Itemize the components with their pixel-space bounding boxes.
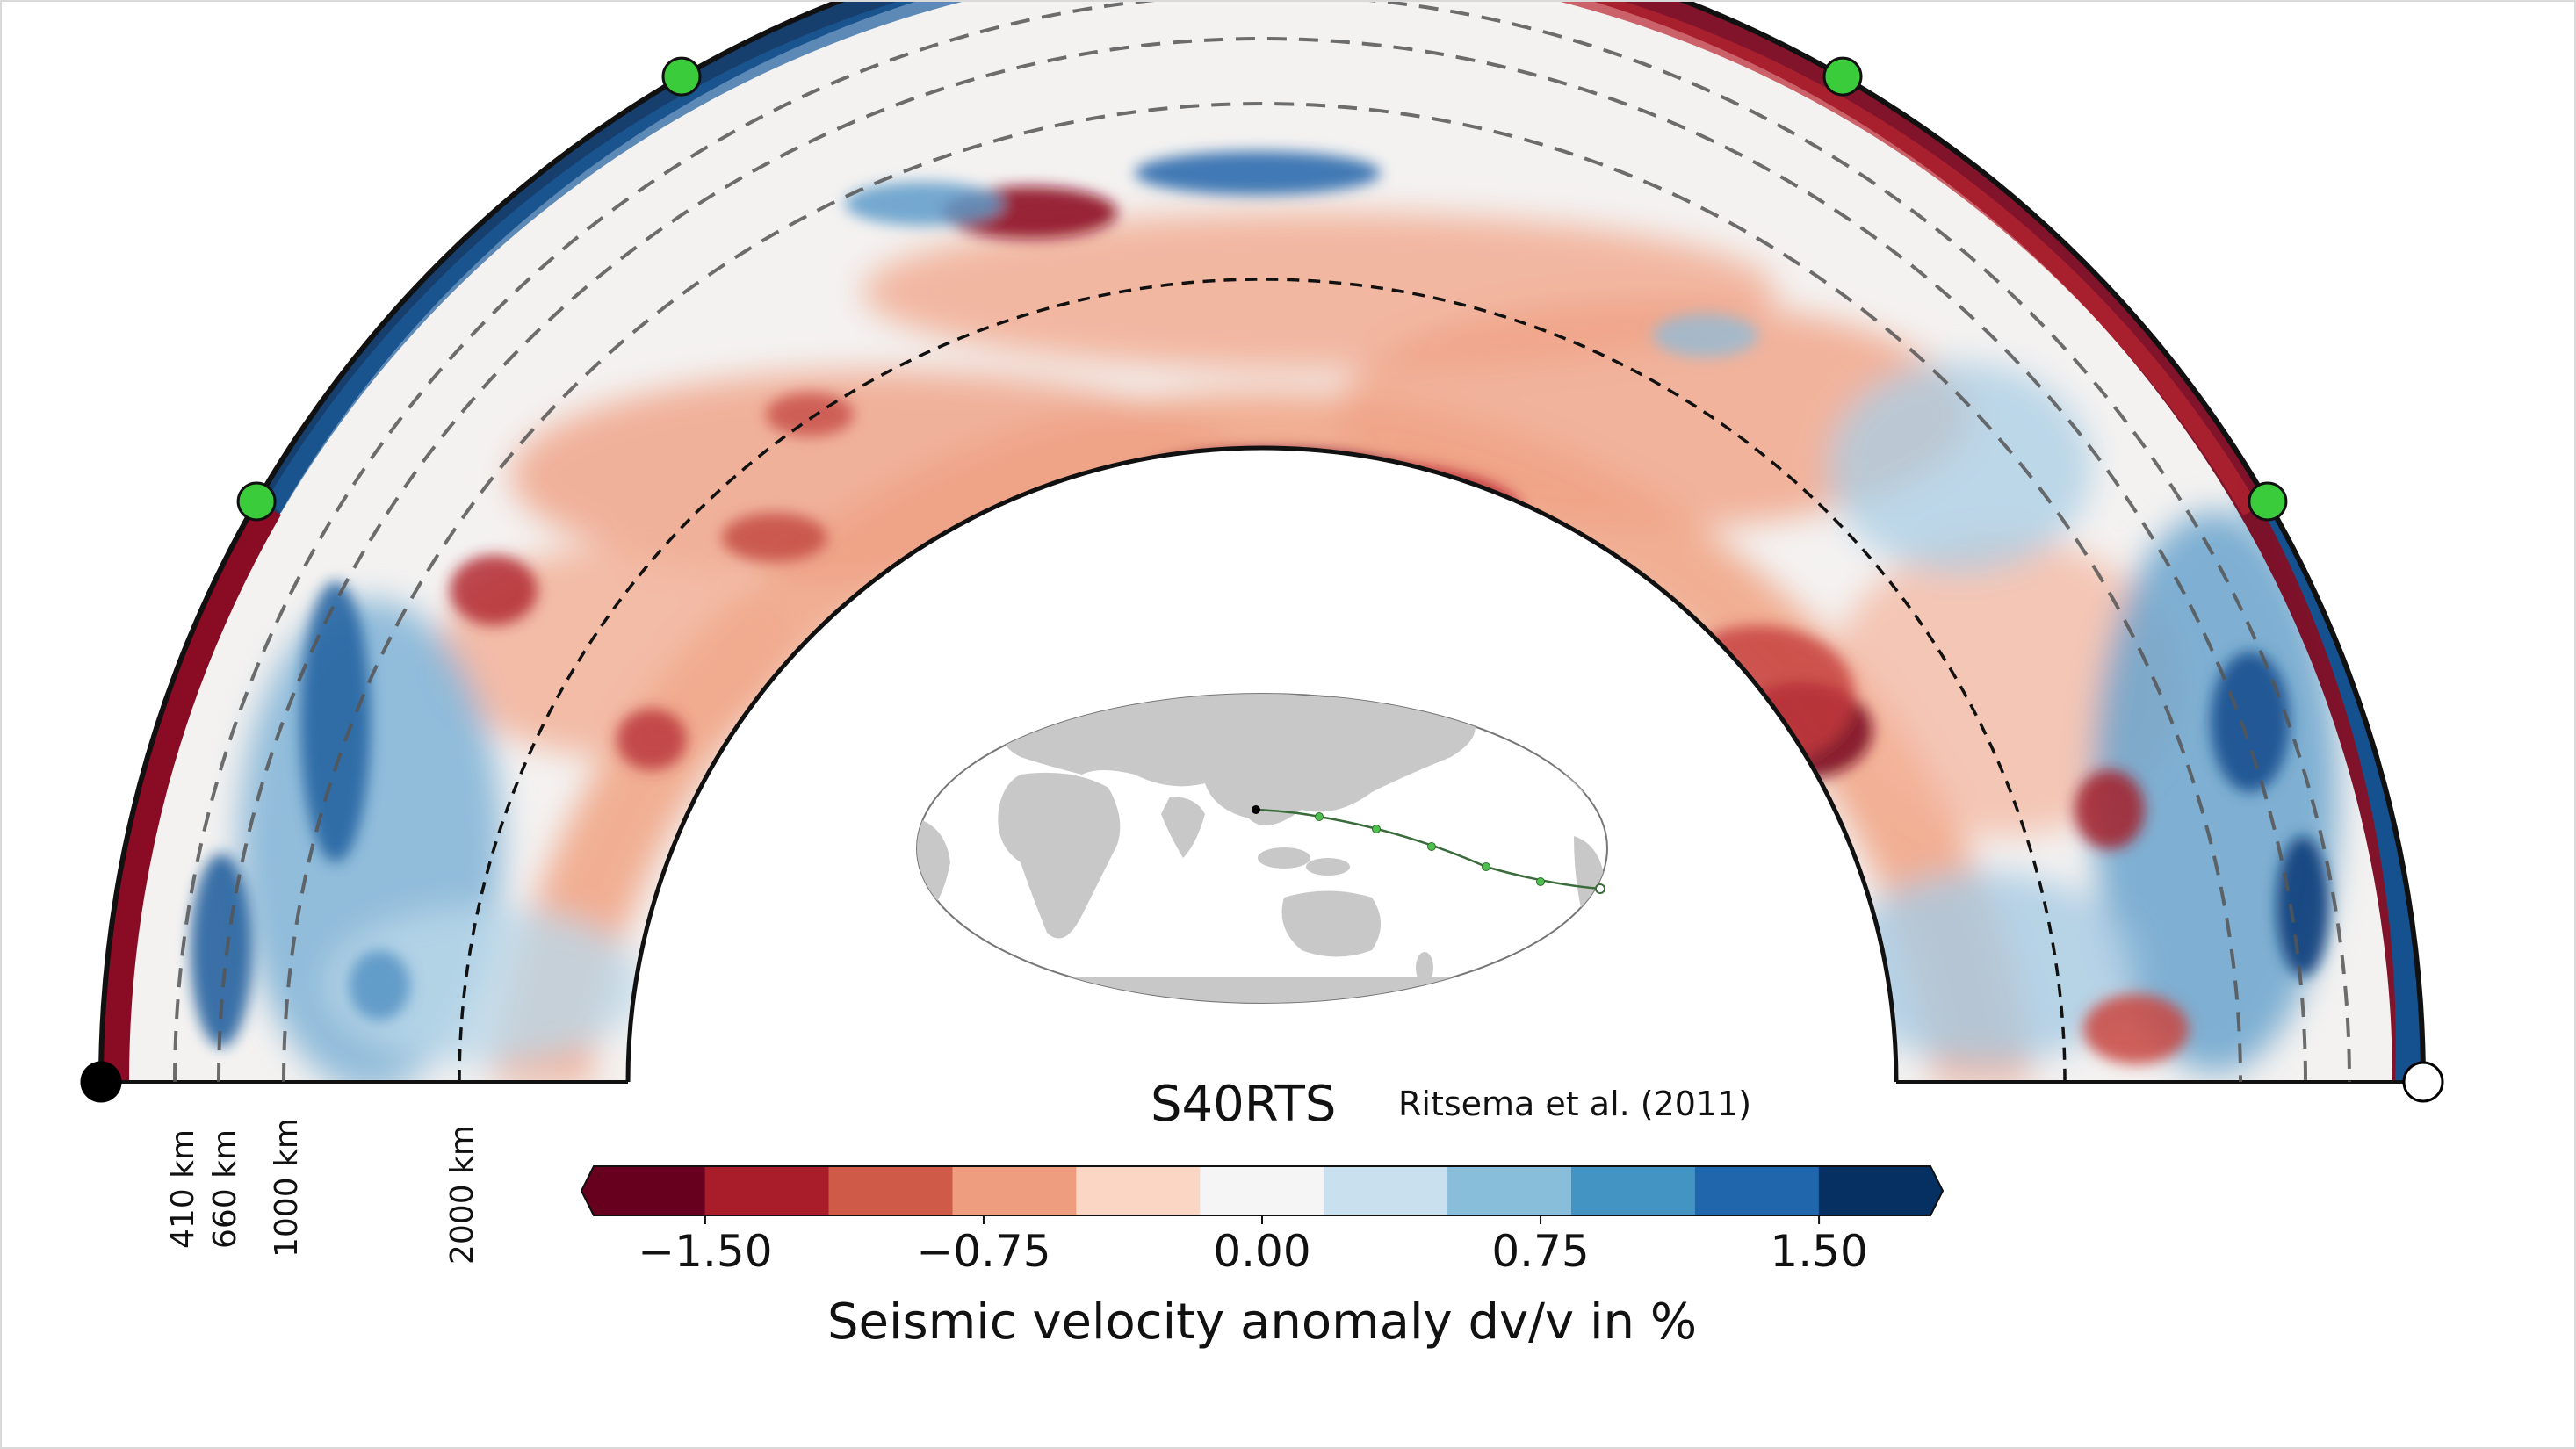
colorbar-segment-8 xyxy=(1447,1165,1572,1216)
colorbar-tick-label: −0.75 xyxy=(916,1226,1050,1277)
colorbar-segment-4 xyxy=(952,1165,1077,1216)
depth-label-410: 410 km xyxy=(165,1129,201,1249)
depth-label-1000: 1000 km xyxy=(269,1118,305,1258)
colorbar-segment-7 xyxy=(1324,1165,1448,1216)
depth-label-660: 660 km xyxy=(207,1129,243,1249)
colorbar-tick-label: 0.75 xyxy=(1491,1226,1589,1277)
source-marker xyxy=(80,1061,122,1103)
colorbar xyxy=(580,1165,1945,1216)
colorbar-ticks: −1.50 −0.75 0.00 0.75 1.50 xyxy=(638,1215,1868,1277)
depth-line-1000 xyxy=(282,102,2242,1083)
colorbar-segment-6 xyxy=(1200,1165,1324,1216)
colorbar-segment-2 xyxy=(704,1165,830,1216)
map-path-marker-2 xyxy=(1372,825,1381,833)
colorbar-segment-11 xyxy=(1818,1165,1944,1216)
map-path-marker-3 xyxy=(1427,842,1436,851)
surface-marker-1 xyxy=(236,481,277,522)
surface-marker-2 xyxy=(661,56,702,97)
colorbar-segment-3 xyxy=(828,1165,953,1216)
colorbar-segment-1 xyxy=(581,1165,706,1216)
surface-markers xyxy=(236,56,2288,522)
map-path-marker-5 xyxy=(1536,877,1545,886)
colorbar-label: Seismic velocity anomaly dv/v in % xyxy=(827,1294,1697,1351)
surface-marker-4 xyxy=(1822,56,1863,97)
colorbar-segment-5 xyxy=(1076,1165,1201,1216)
colorbar-tick-label: 1.50 xyxy=(1770,1226,1867,1277)
depth-line-410 xyxy=(173,2,2351,1083)
colorbar-segment-10 xyxy=(1694,1165,1820,1216)
surface-marker-5 xyxy=(2248,481,2288,522)
model-citation: Ritsema et al. (2011) xyxy=(1398,1085,1751,1123)
map-source-marker xyxy=(1252,805,1260,814)
inset-world-map xyxy=(916,693,1608,1004)
great-circle-path xyxy=(1255,808,1601,890)
depth-labels: 410 km 660 km 1000 km 2000 km xyxy=(165,1118,480,1265)
colorbar-segment-9 xyxy=(1571,1165,1696,1216)
receiver-marker xyxy=(2402,1061,2444,1103)
map-path-markers xyxy=(1315,812,1545,886)
map-receiver-marker xyxy=(1595,883,1605,894)
map-path-marker-1 xyxy=(1315,812,1324,821)
depth-line-2000 xyxy=(458,278,2067,1083)
colorbar-tick-label: −1.50 xyxy=(638,1226,772,1277)
map-path-marker-4 xyxy=(1482,862,1490,871)
colorbar-tick-label: 0.00 xyxy=(1213,1226,1310,1277)
colorbar-outline xyxy=(580,1165,1945,1216)
core-mantle-boundary xyxy=(625,445,1899,1083)
model-name: S40RTS xyxy=(1151,1076,1336,1133)
depth-label-2000: 2000 km xyxy=(444,1125,480,1265)
